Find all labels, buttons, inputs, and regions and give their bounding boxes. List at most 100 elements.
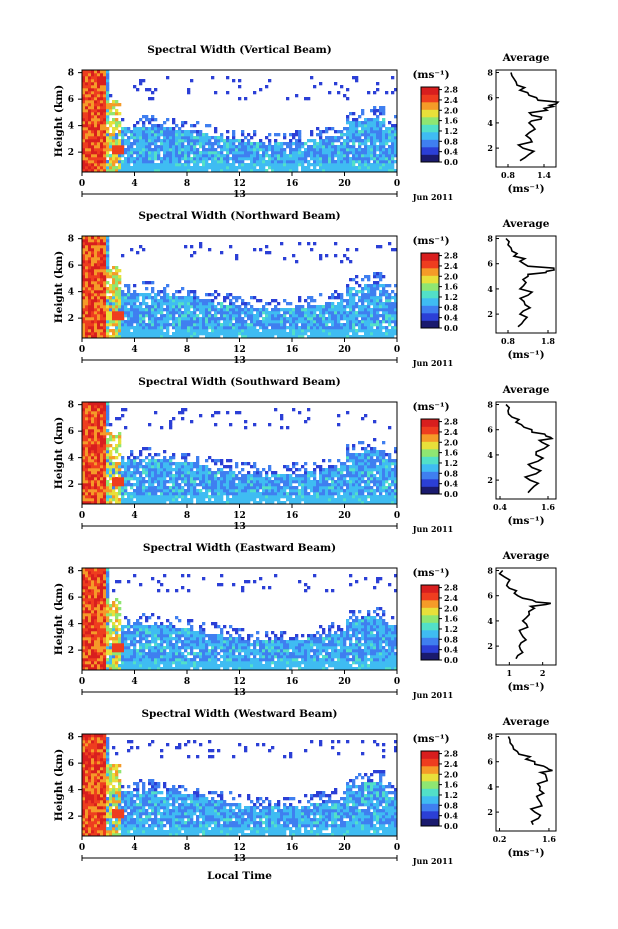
heatmap-cell: [94, 166, 98, 170]
heatmap-cell: [136, 465, 140, 469]
heatmap-cell: [97, 462, 101, 466]
colorbar-frame: [420, 86, 440, 163]
heatmap-cell: [112, 495, 116, 499]
heatmap-cell: [241, 320, 245, 324]
heatmap-cell: [85, 257, 89, 261]
heatmap-cell: [394, 154, 398, 158]
heatmap-cell: [208, 468, 212, 472]
heatmap-cell: [232, 163, 236, 167]
heatmap-cell: [220, 486, 224, 490]
heatmap-cell: [88, 73, 92, 77]
heatmap-cell: [232, 166, 236, 170]
heatmap-cell: [307, 329, 311, 333]
heatmap-cell: [379, 326, 383, 330]
heatmap-cell: [130, 133, 134, 137]
heatmap-cell: [148, 166, 152, 170]
heatmap-cell: [187, 471, 191, 475]
heatmap-cell: [103, 103, 107, 107]
colorbar: 0.00.40.81.21.62.02.42.8: [420, 85, 458, 167]
heatmap-cell: [154, 332, 158, 336]
x-tick-label: 16: [286, 345, 299, 355]
heatmap-cell: [343, 332, 347, 336]
heatmap-cell: [319, 314, 323, 318]
heatmap-cell: [109, 477, 113, 481]
heatmap-cell: [325, 163, 329, 167]
heatmap-cell: [97, 498, 101, 502]
heatmap-cell: [322, 471, 326, 475]
heatmap-cell: [346, 311, 350, 315]
heatmap-cell: [286, 154, 290, 158]
heatmap-cell: [283, 133, 287, 137]
heatmap-cell: [169, 317, 173, 321]
heatmap-cell: [385, 314, 389, 318]
heatmap-cell: [118, 281, 122, 285]
heatmap-cell: [85, 133, 89, 137]
heatmap-cell: [337, 498, 341, 502]
heatmap-cell: [145, 471, 149, 475]
heatmap-cell: [229, 492, 233, 496]
heatmap-cell: [358, 139, 362, 143]
heatmap-cell: [235, 154, 239, 158]
heatmap-cell: [127, 139, 131, 143]
heatmap-cell: [121, 471, 125, 475]
heatmap-cell: [151, 468, 155, 472]
heatmap-cell: [274, 151, 278, 155]
heatmap-cell: [127, 148, 131, 152]
heatmap-cell: [142, 281, 146, 285]
heatmap-cell: [370, 302, 374, 306]
heatmap-cell: [214, 477, 218, 481]
heatmap-cell: [175, 329, 179, 333]
heatmap-cell: [367, 151, 371, 155]
heatmap-cell: [229, 245, 233, 249]
heatmap-cell: [118, 269, 122, 273]
heatmap-cell: [100, 263, 104, 267]
heatmap-cell: [205, 335, 209, 339]
heatmap-cell: [88, 459, 92, 463]
heatmap-cell: [304, 323, 308, 327]
heatmap-cell: [262, 483, 266, 487]
heatmap-cell: [112, 148, 116, 152]
heatmap-cell: [94, 269, 98, 273]
heatmap-cell: [394, 169, 398, 173]
heatmap-cell: [88, 94, 92, 98]
heatmap-cell: [106, 441, 110, 445]
heatmap-cell: [361, 109, 365, 113]
heatmap-cell: [340, 474, 344, 478]
heatmap-cell: [160, 124, 164, 128]
heatmap-cell: [337, 335, 341, 339]
heatmap-cell: [88, 106, 92, 110]
heatmap-cell: [253, 480, 257, 484]
heatmap-cell: [226, 326, 230, 330]
heatmap-cell: [85, 417, 89, 421]
heatmap-cell: [259, 311, 263, 315]
heatmap-cell: [307, 97, 311, 101]
heatmap-cell: [325, 136, 329, 140]
heatmap-cell: [148, 142, 152, 146]
heatmap-cell: [214, 130, 218, 134]
heatmap-cell: [325, 145, 329, 149]
heatmap-cell: [361, 471, 365, 475]
heatmap-cell: [337, 480, 341, 484]
heatmap-cell: [217, 489, 221, 493]
heatmap-cell: [94, 82, 98, 86]
heatmap-cell: [316, 145, 320, 149]
heatmap-cell: [85, 480, 89, 484]
heatmap-cell: [316, 154, 320, 158]
heatmap-cell: [262, 157, 266, 161]
heatmap-cell: [85, 498, 89, 502]
heatmap-cell: [136, 136, 140, 140]
heatmap-cell: [85, 281, 89, 285]
heatmap-cell: [103, 305, 107, 309]
heatmap-cell: [376, 281, 380, 285]
heatmap-cell: [286, 477, 290, 481]
heatmap-cell: [364, 323, 368, 327]
heatmap-cell: [133, 329, 137, 333]
heatmap-cell: [148, 453, 152, 457]
heatmap-cell: [367, 335, 371, 339]
heatmap-cell: [112, 314, 116, 318]
heatmap-cell: [370, 447, 374, 451]
heatmap-cell: [289, 332, 293, 336]
heatmap-cell: [265, 335, 269, 339]
heatmap-cell: [364, 296, 368, 300]
heatmap-cell: [394, 326, 398, 330]
